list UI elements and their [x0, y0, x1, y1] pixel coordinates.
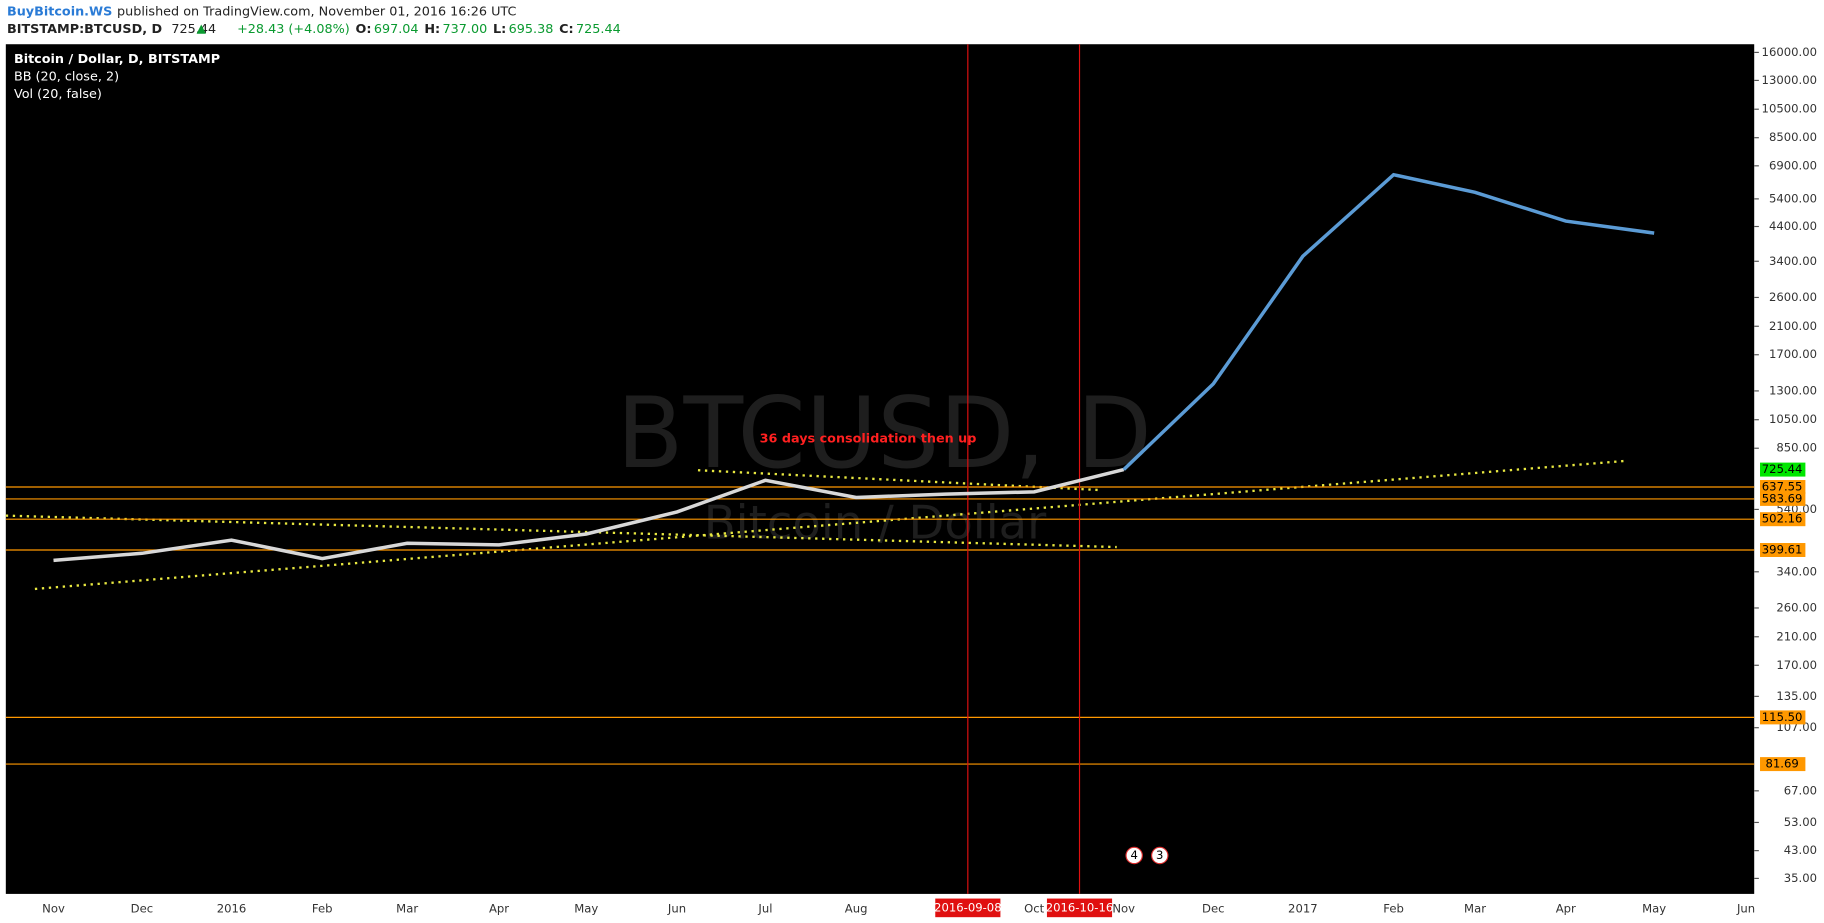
low-label: L:: [493, 22, 506, 37]
level-label: 502.16: [1762, 512, 1803, 526]
header-line: BuyBitcoin.WS published on TradingView.co…: [7, 4, 517, 19]
trend-lines: [5, 459, 1626, 591]
close: 725.44: [576, 22, 621, 37]
level-label: 399.61: [1762, 543, 1803, 557]
y-tick-label: 5400.00: [1769, 191, 1817, 205]
symbol: BITSTAMP:BTCUSD, D: [7, 22, 162, 37]
event-badge: [1125, 846, 1143, 865]
y-tick-label: 2100.00: [1769, 319, 1817, 333]
x-tick-label: Mar: [1464, 902, 1486, 916]
y-tick-label: 170.00: [1776, 658, 1817, 672]
close-label: C:: [559, 22, 573, 37]
y-tick-label: 53.00: [1784, 815, 1817, 829]
high: 737.00: [443, 22, 488, 37]
x-tick-label: Dec: [131, 902, 153, 916]
y-tick-label: 4400.00: [1769, 219, 1817, 233]
y-tick-label: 6900.00: [1769, 158, 1817, 172]
watermark-symbol: BTCUSD, D: [617, 377, 1152, 491]
trend-line: [34, 459, 1626, 591]
y-tick-label: 210.00: [1776, 629, 1817, 643]
x-tick-label: Oct: [1024, 902, 1045, 916]
brand[interactable]: BuyBitcoin.WS: [7, 4, 112, 19]
level-label: 81.69: [1765, 757, 1798, 771]
x-tick-label: Mar: [396, 902, 418, 916]
x-tick-label: Jun: [667, 902, 686, 916]
x-tick-label: Feb: [1383, 902, 1404, 916]
y-tick-label: 1700.00: [1769, 347, 1817, 361]
y-tick-label: 10500.00: [1762, 102, 1817, 116]
level-label-box: [1760, 543, 1806, 557]
y-tick-label: 67.00: [1784, 783, 1817, 797]
level-label: 115.50: [1762, 710, 1803, 724]
x-tick-label: Apr: [1556, 902, 1576, 916]
y-tick-label: 135.00: [1776, 689, 1817, 703]
x-tick-label: Nov: [1112, 902, 1135, 916]
x-tick-label: 2017: [1288, 902, 1318, 916]
y-tick-label: 340.00: [1776, 564, 1817, 578]
price-line: [53, 467, 1125, 563]
watermark-name: Bitcoin / Dollar: [704, 496, 1047, 550]
x-tick-label: May: [1642, 902, 1666, 916]
level-label-box: [1760, 480, 1806, 494]
x-tick-label: Feb: [312, 902, 333, 916]
y-tick-label: 13000.00: [1762, 73, 1817, 87]
marker-label-box: [1046, 898, 1113, 918]
level-label: 637.55: [1762, 480, 1803, 494]
y-tick-label: 260.00: [1776, 600, 1817, 614]
x-tick-label: 2016: [217, 902, 247, 916]
y-tick-label: 35.00: [1784, 871, 1817, 885]
annotation: 36 days consolidation then up: [760, 431, 977, 446]
event-badge: [1151, 846, 1169, 865]
open-label: O:: [356, 22, 372, 37]
x-tick-label: Jul: [757, 902, 772, 916]
price-line: [1122, 172, 1655, 471]
y-tick-label: 43.00: [1784, 843, 1817, 857]
x-tick-label: Dec: [1202, 902, 1224, 916]
legend-indicator: Vol (20, false): [14, 87, 102, 102]
level-label-box: [1760, 491, 1806, 506]
y-tick-label: 1050.00: [1769, 412, 1817, 426]
x-tick-label: Jun: [1736, 902, 1755, 916]
y-tick-label: 16000.00: [1762, 45, 1817, 59]
marker-label-box: [935, 898, 1001, 918]
up-arrow: [196, 24, 206, 34]
level-label: 583.69: [1762, 491, 1803, 505]
change: +28.43 (+4.08%): [237, 22, 350, 37]
marker-label: 2016-10-16: [1046, 900, 1114, 914]
high-label: H:: [424, 22, 440, 37]
last-price: 725.44: [171, 22, 216, 37]
published: published on TradingView.com, November 0…: [117, 4, 516, 19]
open: 697.04: [374, 22, 419, 37]
marker-label: 2016-09-08: [934, 900, 1002, 914]
last-price-box: [1760, 462, 1806, 477]
x-tick-label: Aug: [845, 902, 868, 916]
low: 695.38: [509, 22, 554, 37]
y-tick-label: 8500.00: [1769, 130, 1817, 144]
level-label-box: [1760, 512, 1806, 527]
y-tick-label: 850.00: [1776, 441, 1817, 455]
y-tick-label: 2600.00: [1769, 290, 1817, 304]
y-tick-label: 3400.00: [1769, 254, 1817, 268]
y-tick-label: 1300.00: [1769, 383, 1817, 397]
event-badge-label: 3: [1156, 848, 1163, 862]
event-badge-label: 4: [1130, 848, 1137, 862]
plot-area: [5, 44, 1755, 894]
x-tick-label: Nov: [42, 902, 65, 916]
legend-title: Bitcoin / Dollar, D, BITSTAMP: [14, 52, 220, 67]
level-label-box: [1760, 757, 1806, 772]
symbol-bar: BITSTAMP:BTCUSD, D 725.44 +28.43 (+4.08%) O…: [7, 22, 621, 37]
x-tick-label: Apr: [489, 902, 509, 916]
level-label-box: [1760, 710, 1806, 725]
last-price-label: 725.44: [1762, 462, 1803, 476]
x-tick-label: May: [574, 902, 598, 916]
legend-indicator: BB (20, close, 2): [14, 69, 119, 84]
